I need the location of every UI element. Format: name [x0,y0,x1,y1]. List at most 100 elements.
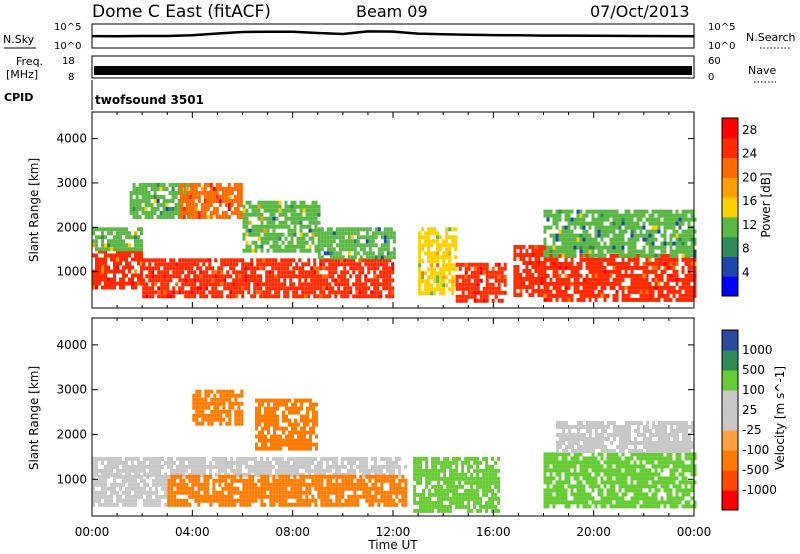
power-cell [430,251,434,256]
velocity-cell [437,492,441,497]
power-cell [651,241,655,246]
power-cell [513,265,517,269]
power-cell [615,253,619,258]
power-cell [368,255,372,260]
velocity-cell [201,417,205,422]
power-cell [376,278,380,283]
power-cell [370,294,374,299]
velocity-cell [335,490,339,495]
velocity-cell [152,472,155,477]
power-cell [552,257,556,262]
power-cell [338,227,342,232]
power-cell [313,274,317,279]
power-cell [260,240,264,245]
velocity-cell [275,494,279,499]
power-cell [157,274,161,279]
power-cell [436,271,440,276]
power-cell [585,293,589,298]
power-cell [627,293,631,298]
power-cell [98,249,101,254]
power-cell [316,294,320,299]
velocity-cell [488,504,492,509]
power-cell [256,274,260,279]
power-cell [104,235,107,240]
power-cell [570,237,574,242]
power-cell [588,225,592,230]
velocity-cell [269,494,273,499]
power-cell [627,245,631,250]
velocity-cell [122,474,125,479]
velocity-cell [350,502,354,507]
power-cell [377,231,381,236]
power-cell [528,257,532,261]
power-cell [379,290,383,295]
power-cell [203,207,207,211]
power-cell [445,283,449,288]
power-cell [144,207,148,211]
power-cell [344,231,348,236]
power-cell [380,255,384,260]
power-cell [171,195,175,199]
velocity-cell [413,460,417,465]
velocity-cell [224,478,228,483]
power-cell [454,275,458,280]
power-cell [344,227,348,232]
power-cell [278,236,282,241]
power-cell [464,298,468,303]
velocity-cell [582,456,586,461]
velocity-cell [558,452,562,457]
power-cell [585,221,589,226]
power-cell [263,228,267,233]
power-cell [467,278,471,283]
velocity-cell [546,496,550,501]
power-cell [373,274,377,279]
velocity-cell [320,498,324,503]
velocity-cell [131,468,134,473]
velocity-cell [152,478,155,483]
power-cell [253,286,257,291]
power-cell [663,245,667,250]
velocity-cell [276,426,279,431]
power-cell [241,274,245,279]
power-cell [242,204,246,209]
power-cell [564,257,568,262]
velocity-cell [389,468,392,473]
beam-label: Beam 09 [356,2,428,21]
power-cell [226,282,230,287]
power-cell [134,273,137,278]
velocity-cell [281,460,284,465]
power-cell [286,286,290,291]
velocity-cell [207,417,211,422]
nsky-series [91,30,695,38]
power-cell [672,261,676,266]
power-cell [174,207,178,211]
power-cell [645,285,649,290]
power-cell [648,221,652,226]
power-cell [567,253,571,258]
velocity-cell [443,460,447,465]
velocity-cell [543,492,547,497]
power-cell [594,253,598,258]
power-cell [317,204,321,209]
power-cell [690,293,694,298]
power-cell [148,258,152,263]
power-cell [353,239,357,244]
velocity-cell [152,482,155,487]
power-cell [436,235,440,240]
power-cell [567,233,571,238]
power-cell [672,229,676,234]
power-cell [182,183,186,187]
power-cell [491,298,495,303]
power-cell [618,241,622,246]
power-cell [503,266,507,271]
power-cell [367,270,371,275]
power-cell [101,227,104,232]
power-cell [355,266,359,271]
velocity-cell [134,490,137,495]
power-cell [621,233,625,238]
power-cell [268,294,272,299]
power-cell [651,229,655,234]
power-cell [615,249,619,254]
velocity-cell [113,490,116,495]
velocity-cell [312,402,315,407]
